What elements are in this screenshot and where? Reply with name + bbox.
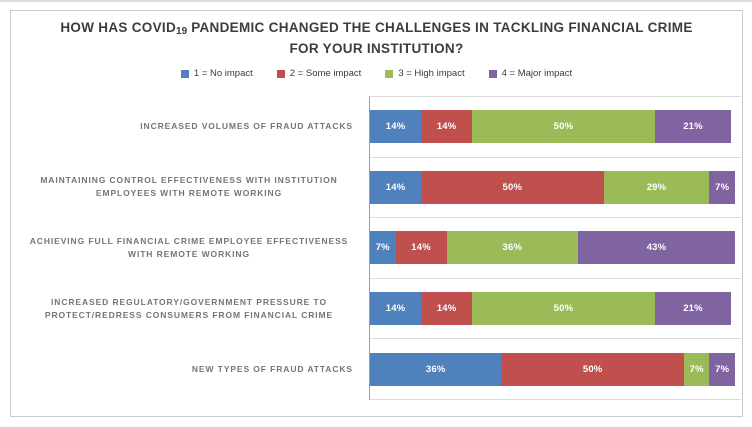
bar-segment: 14% (421, 110, 473, 144)
category-label-row: NEW TYPES OF FRAUD ATTACKS (17, 339, 361, 400)
chart-title-text: HOW HAS COVID (60, 20, 177, 35)
bar-segment-label: 50% (553, 121, 574, 133)
plot-area: 14% 14% 50% 21% 14% 50% 29% 7% 7% 14% 36% 43% 14% 14%… (369, 96, 741, 400)
bar-segment: 7% (709, 352, 735, 386)
bar-segment: 14% (421, 292, 473, 326)
category-label-row: MAINTAINING CONTROL EFFECTIVENESS WITH I… (17, 157, 361, 218)
bar-segment-label: 36% (425, 363, 446, 375)
bar-segment-label: 7% (375, 242, 390, 254)
legend-item-4: 4 = Major impact (488, 68, 573, 79)
bar-segment-label: 14% (385, 121, 406, 133)
bar-segment: 43% (578, 231, 735, 265)
bar-segment: 36% (446, 231, 579, 265)
chart-title-text-continued: PANDEMIC CHANGED THE CHALLENGES IN TACKL… (187, 20, 693, 56)
category-axis-labels: INCREASED VOLUMES OF FRAUD ATTACKS MAINTA… (17, 96, 361, 400)
stacked-bar: 14% 14% 50% 21% (370, 110, 732, 144)
legend-item-2: 2 = Some impact (276, 68, 362, 79)
bar-segment: 29% (603, 170, 710, 204)
bar-segment-label: 7% (715, 363, 730, 375)
category-label: INCREASED VOLUMES OF FRAUD ATTACKS (140, 120, 353, 131)
bar-segment: 50% (472, 292, 655, 326)
bar-segment-label: 50% (502, 181, 523, 193)
chart-title-subscript: 19 (176, 26, 188, 37)
bar-segment: 7% (370, 231, 396, 265)
bar-segment-label: 14% (436, 121, 457, 133)
legend-item-label: 3 = High impact (398, 68, 465, 79)
plot-band: 14% 14% 50% 21% (370, 97, 741, 158)
chart-legend: 1 = No impact 2 = Some impact 3 = High imp… (11, 68, 742, 79)
stacked-bar: 14% 14% 50% 21% (370, 292, 732, 326)
stacked-bar: 7% 14% 36% 43% (370, 231, 735, 265)
bar-segment: 21% (654, 110, 732, 144)
bar-segment-label: 50% (582, 363, 603, 375)
category-label: NEW TYPES OF FRAUD ATTACKS (191, 364, 353, 375)
legend-item-label: 1 = No impact (193, 68, 253, 79)
window-top-border (0, 0, 752, 2)
legend-swatch-icon (180, 69, 189, 78)
bar-segment: 50% (421, 170, 604, 204)
legend-item-3: 3 = High impact (385, 68, 465, 79)
category-label-row: INCREASED VOLUMES OF FRAUD ATTACKS (17, 96, 361, 157)
category-label: MAINTAINING CONTROL EFFECTIVENESS WITH I… (40, 175, 338, 199)
legend-swatch-icon (276, 69, 285, 78)
plot-band: 14% 14% 50% 21% (370, 279, 741, 340)
plot-band: 36% 50% 7% 7% (370, 339, 741, 400)
legend-item-1: 1 = No impact (180, 68, 253, 79)
bar-segment-label: 14% (436, 303, 457, 315)
bar-segment-label: 21% (683, 121, 703, 133)
bar-segment: 50% (501, 352, 684, 386)
bar-segment: 21% (654, 292, 732, 326)
bar-segment: 14% (395, 231, 447, 265)
bar-segment-label: 14% (385, 181, 406, 193)
bar-segment: 14% (370, 110, 422, 144)
bar-segment-label: 7% (715, 181, 730, 193)
bar-segment: 36% (370, 352, 502, 386)
plot-band: 7% 14% 36% 43% (370, 218, 741, 279)
category-label: INCREASED REGULATORY/GOVERNMENT PRESSURE… (44, 296, 334, 320)
plot-band: 14% 50% 29% 7% (370, 158, 741, 219)
legend-item-label: 4 = Major impact (501, 68, 573, 79)
bar-segment-label: 21% (683, 303, 703, 315)
bar-segment-label: 14% (385, 303, 406, 315)
legend-item-label: 2 = Some impact (289, 68, 362, 79)
legend-swatch-icon (488, 69, 497, 78)
bar-segment: 7% (683, 352, 710, 386)
bar-segment-label: 36% (502, 242, 523, 254)
bar-segment-label: 7% (689, 363, 704, 375)
bar-segment-label: 43% (646, 242, 667, 254)
bar-segment: 50% (472, 110, 655, 144)
bar-segment-label: 50% (553, 303, 574, 315)
category-label-row: ACHIEVING FULL FINANCIAL CRIME EMPLOYEE … (17, 218, 361, 279)
bar-segment: 14% (370, 170, 422, 204)
stacked-bar: 36% 50% 7% 7% (370, 352, 735, 386)
bar-segment: 7% (709, 170, 735, 204)
bar-segment: 14% (370, 292, 422, 326)
chart-container: HOW HAS COVID19 PANDEMIC CHANGED THE CHA… (10, 10, 743, 417)
category-label: ACHIEVING FULL FINANCIAL CRIME EMPLOYEE … (29, 235, 349, 259)
category-label-row: INCREASED REGULATORY/GOVERNMENT PRESSURE… (17, 278, 361, 339)
bar-segment-label: 29% (646, 181, 667, 193)
stacked-bar: 14% 50% 29% 7% (370, 170, 735, 204)
bar-segment-label: 14% (411, 242, 431, 254)
legend-swatch-icon (385, 69, 394, 78)
chart-title: HOW HAS COVID19 PANDEMIC CHANGED THE CHA… (57, 19, 697, 57)
